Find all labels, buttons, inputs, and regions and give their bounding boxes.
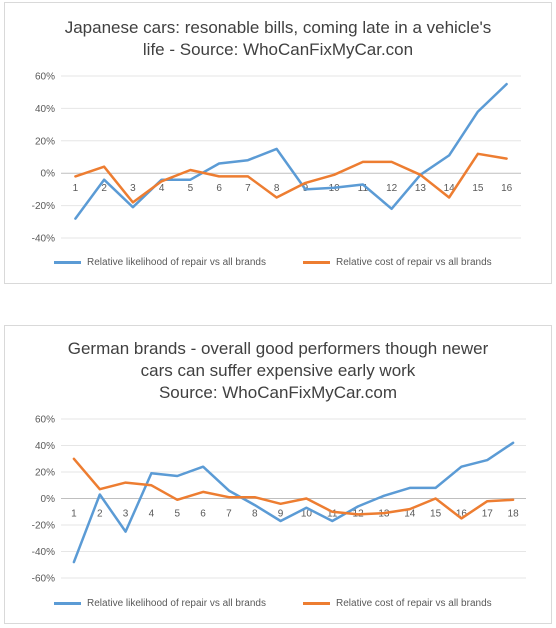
x-tick-label: 15 [472,183,484,194]
line-chart: 60%40%20%0%-20%-40%1 2 3 4 5 6 7 8 9 10 11 12 13 14 15… [32,72,521,245]
x-tick-label: 7 [245,183,251,194]
y-tick-label: -20% [32,521,55,532]
x-tick-label: 16 [456,509,468,520]
chart-title-line: life - Source: WhoCanFixMyCar.con [142,40,414,59]
x-tick-label: 11 [358,183,369,194]
x-tick-label: 16 [501,183,513,194]
x-tick-label: 1 [73,183,79,194]
x-tick-label: 8 [252,509,258,520]
series-line-cost [72,457,515,520]
x-tick-label: 4 [149,509,155,520]
x-tick-label: 17 [482,509,494,520]
legend-label: Relative likelihood of repair vs all bra… [87,598,266,609]
x-tick-label: 6 [200,509,206,520]
y-tick-label: -40% [32,547,55,558]
y-tick-label: 0% [41,494,56,505]
chart-panel-german: German brands - overall good performers … [4,325,552,624]
x-tick-label: 2 [97,509,103,520]
chart-title-line: German brands - overall good performers … [67,339,489,358]
x-tick-label: 6 [216,183,222,194]
x-tick-label: 11 [327,509,338,520]
y-tick-label: -40% [32,234,55,245]
chart-title-line: cars can suffer expensive early work [140,361,416,380]
y-tick-label: -20% [32,201,55,212]
x-tick-label: 4 [159,183,165,194]
x-tick-label: 12 [386,183,398,194]
x-tick-label: 8 [274,183,280,194]
y-tick-label: 20% [35,468,55,479]
x-tick-label: 13 [415,183,427,194]
y-tick-label: 0% [41,169,56,180]
legend-item-cost: Relative cost of repair vs all brands [303,598,492,609]
x-tick-label: 9 [278,509,284,520]
series-line-cost [74,152,508,204]
x-tick-label: 3 [130,183,136,194]
y-tick-label: -60% [32,574,55,585]
x-tick-label: 14 [444,183,456,194]
x-tick-label: 5 [174,509,180,520]
x-tick-label: 7 [226,509,232,520]
y-tick-label: 40% [35,104,55,115]
x-tick-label: 2 [101,183,107,194]
series-line-likelihood [72,441,515,564]
y-tick-label: 60% [35,415,55,426]
chart-panel-japanese: Japanese cars: resonable bills, coming l… [4,2,552,284]
legend-swatch [303,261,330,264]
legend-item-likelihood: Relative likelihood of repair vs all bra… [54,598,266,609]
chart-title: German brands - overall good performers … [5,338,551,404]
x-tick-label: 18 [508,509,520,520]
legend-swatch [54,602,81,605]
legend-label: Relative cost of repair vs all brands [336,598,492,609]
x-tick-label: 1 [71,509,77,520]
y-tick-label: 60% [35,72,55,83]
x-tick-label: 3 [123,509,129,520]
legend-swatch [303,602,330,605]
chart-title: Japanese cars: resonable bills, coming l… [5,17,551,61]
x-tick-label: 15 [430,509,442,520]
line-chart: 60%40%20%0%-20%-40%-60%1 2 3 4 5 6 7 8 9 10 11 12 13… [32,415,526,585]
legend-swatch [54,261,81,264]
x-tick-label: 5 [188,183,194,194]
x-tick-label: 14 [404,509,416,520]
chart-title-line: Source: WhoCanFixMyCar.com [158,383,398,402]
x-tick-label: 10 [301,509,313,520]
y-tick-label: 40% [35,441,55,452]
y-tick-label: 20% [35,136,55,147]
legend-label: Relative cost of repair vs all brands [336,257,492,268]
legend-item-likelihood: Relative likelihood of repair vs all bra… [54,257,266,268]
series-line-likelihood [74,82,508,220]
legend-label: Relative likelihood of repair vs all bra… [87,257,266,268]
legend-item-cost: Relative cost of repair vs all brands [303,257,492,268]
chart-title-line: Japanese cars: resonable bills, coming l… [64,18,492,37]
